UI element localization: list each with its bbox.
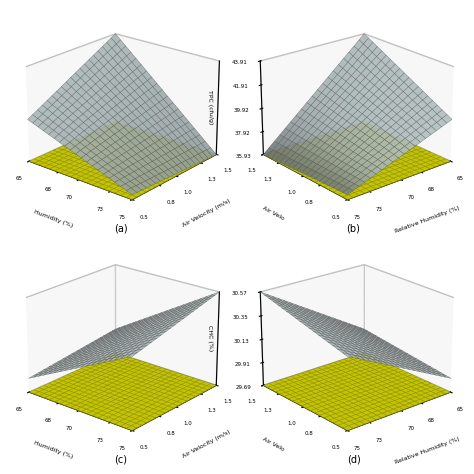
X-axis label: Relative Humidity (%): Relative Humidity (%) <box>394 436 460 465</box>
X-axis label: Relative Humidity (%): Relative Humidity (%) <box>394 205 460 234</box>
X-axis label: Humidity (%): Humidity (%) <box>33 210 73 229</box>
Text: (a): (a) <box>114 224 128 234</box>
Text: (c): (c) <box>114 455 127 465</box>
Y-axis label: Air Velocity (m/s): Air Velocity (m/s) <box>182 198 231 228</box>
X-axis label: Humidity (%): Humidity (%) <box>33 441 73 460</box>
Y-axis label: Air Velo: Air Velo <box>262 436 285 452</box>
Y-axis label: Air Velo: Air Velo <box>262 205 285 221</box>
Text: (d): (d) <box>346 455 360 465</box>
Y-axis label: Air Velocity (m/s): Air Velocity (m/s) <box>182 429 231 459</box>
Text: (b): (b) <box>346 224 360 234</box>
